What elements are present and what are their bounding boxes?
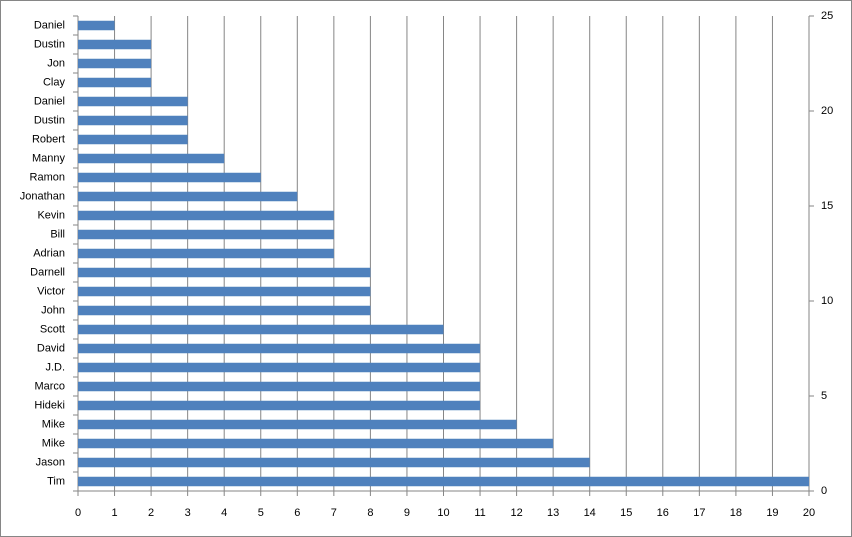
x-tick-label: 2 <box>148 507 154 519</box>
bar <box>78 476 809 487</box>
x-tick-label: 13 <box>547 507 559 519</box>
y2-tick-label: 5 <box>821 390 827 402</box>
y-tick-label: Daniel <box>34 95 65 107</box>
x-tick-label: 15 <box>620 507 632 519</box>
bar <box>78 39 152 50</box>
bar <box>78 343 481 354</box>
bar <box>78 400 481 411</box>
y-tick-label: David <box>37 342 65 354</box>
x-tick-label: 17 <box>693 507 705 519</box>
y-tick-label: Kevin <box>37 209 65 221</box>
x-tick-label: 5 <box>258 507 264 519</box>
x-tick-label: 20 <box>803 507 815 519</box>
x-tick-label: 1 <box>111 507 117 519</box>
x-tick-label: 3 <box>185 507 191 519</box>
y-tick-label: Clay <box>43 76 66 88</box>
bar <box>78 457 590 468</box>
bar <box>78 305 371 316</box>
y-tick-label: John <box>41 304 65 316</box>
y2-tick-label: 15 <box>821 200 833 212</box>
bar <box>78 153 225 164</box>
bar <box>78 381 481 392</box>
x-tick-label: 4 <box>221 507 227 519</box>
bar <box>78 172 261 183</box>
bar <box>78 58 152 69</box>
bar <box>78 286 371 297</box>
bar <box>78 438 554 449</box>
bar <box>78 267 371 278</box>
y-tick-label: Jason <box>36 456 65 468</box>
x-tick-label: 18 <box>730 507 742 519</box>
bar <box>78 191 298 202</box>
x-tick-label: 11 <box>474 507 485 519</box>
y-tick-label: Adrian <box>33 247 65 259</box>
bar <box>78 77 152 88</box>
y-tick-label: Victor <box>37 285 65 297</box>
x-tick-label: 9 <box>404 507 410 519</box>
y-tick-label: Tim <box>47 475 65 487</box>
bar <box>78 134 188 145</box>
bar <box>78 324 444 335</box>
x-tick-label: 14 <box>584 507 596 519</box>
x-tick-label: 8 <box>367 507 373 519</box>
x-tick-label: 0 <box>75 507 81 519</box>
y-tick-label: Dustin <box>34 38 65 50</box>
bar <box>78 229 334 240</box>
x-tick-label: 19 <box>766 507 778 519</box>
y-tick-label: Hideki <box>34 399 65 411</box>
y2-tick-label: 0 <box>821 485 827 497</box>
x-tick-label: 6 <box>294 507 300 519</box>
y-tick-label: Marco <box>34 380 65 392</box>
y-tick-label: Robert <box>32 133 65 145</box>
bar <box>78 210 334 221</box>
y-tick-label: Mike <box>42 437 65 449</box>
bar <box>78 362 481 373</box>
y-tick-label: J.D. <box>45 361 65 373</box>
y-tick-label: Scott <box>40 323 65 335</box>
bar <box>78 96 188 107</box>
y-tick-label: Ramon <box>30 171 65 183</box>
bar <box>78 115 188 126</box>
y-tick-label: Mike <box>42 418 65 430</box>
y-tick-label: Darnell <box>30 266 65 278</box>
y-tick-label: Jon <box>47 57 65 69</box>
bar <box>78 20 115 31</box>
bar <box>78 248 334 259</box>
y2-tick-label: 10 <box>821 295 833 307</box>
bar <box>78 419 517 430</box>
y2-tick-label: 25 <box>821 10 833 22</box>
y-tick-label: Jonathan <box>20 190 65 202</box>
x-tick-label: 10 <box>437 507 449 519</box>
y2-tick-label: 20 <box>821 105 833 117</box>
x-tick-label: 12 <box>510 507 522 519</box>
y-tick-label: Dustin <box>34 114 65 126</box>
y-tick-label: Manny <box>32 152 66 164</box>
x-tick-label: 7 <box>331 507 337 519</box>
y-tick-label: Daniel <box>34 19 65 31</box>
y-tick-label: Bill <box>50 228 65 240</box>
x-tick-label: 16 <box>657 507 669 519</box>
